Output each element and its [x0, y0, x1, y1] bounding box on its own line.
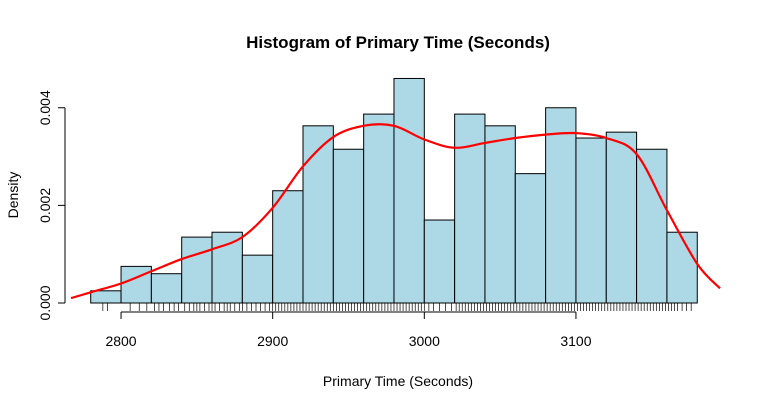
histogram-bar [636, 148, 668, 304]
bars-layer [90, 77, 698, 304]
histogram-bar [484, 125, 516, 304]
histogram-bar [605, 131, 638, 304]
histogram-bar [302, 125, 334, 304]
histogram-bar [211, 231, 243, 304]
y-tick-label: 0.000 [37, 285, 53, 320]
x-tick-label: 3100 [560, 333, 591, 349]
histogram-bar [393, 77, 425, 304]
histogram-bar [150, 273, 183, 304]
density-curve [70, 123, 721, 300]
histogram-bar [363, 113, 395, 304]
y-tick-label: 0.004 [37, 90, 53, 125]
histogram-bar [90, 290, 122, 304]
rug-layer [102, 303, 692, 311]
x-tick-label: 2900 [257, 333, 288, 349]
histogram-bar [575, 137, 607, 304]
histogram-bar [181, 236, 213, 304]
y-axis: 0.000 0.002 0.004 [37, 90, 66, 321]
histogram-bar [272, 190, 304, 304]
histogram-bar [120, 265, 152, 304]
histogram-bar [514, 173, 547, 304]
x-tick-label: 3000 [409, 333, 440, 349]
histogram-bar [545, 107, 577, 304]
histogram-bar [423, 219, 456, 304]
histogram-bar [666, 231, 698, 304]
chart-title: Histogram of Primary Time (Seconds) [246, 33, 550, 52]
y-axis-label: Density [5, 172, 21, 219]
histogram-bar [454, 113, 486, 304]
x-tick-label: 2800 [105, 333, 136, 349]
histogram-bar [332, 148, 365, 304]
x-axis-label: Primary Time (Seconds) [323, 373, 473, 389]
x-axis: 2800 2900 3000 3100 [105, 311, 592, 349]
density-curve-layer [70, 123, 721, 300]
histogram-bar [241, 254, 274, 304]
y-tick-label: 0.002 [37, 188, 53, 223]
